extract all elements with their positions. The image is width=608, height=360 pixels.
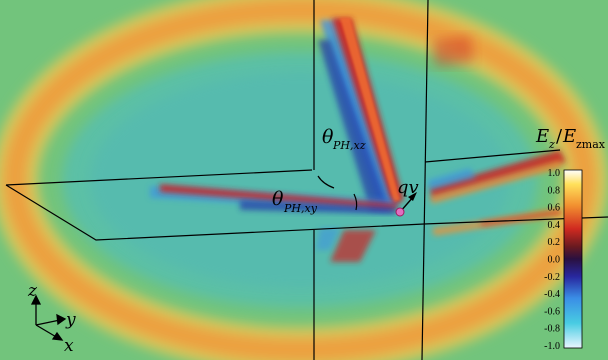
colorbar-tick-label: -0.2: [544, 272, 560, 283]
colorbar-tick-label: 0.8: [548, 185, 561, 196]
x-axis-arrow: [51, 331, 64, 341]
axis-label-y: y: [65, 310, 76, 330]
theta-xy-symbol: θ: [272, 188, 284, 210]
colorbar-tick-label: 0.4: [548, 220, 561, 231]
cone-xz-upper: [318, 18, 404, 210]
theta-xy-subscript: PH,xy: [283, 202, 318, 215]
xy-plane-edge-back: [5, 169, 313, 186]
theta-xz-subscript: PH,xz: [332, 139, 366, 152]
axis-label-z: z: [27, 281, 38, 301]
colorbar-tick-label: 0.2: [548, 237, 561, 248]
xy-plane-edge-front: [5, 184, 608, 241]
colorbar-gradient: [563, 169, 583, 349]
cone-xy-left: [150, 184, 398, 214]
colorbar-tick-label: -1.0: [544, 341, 560, 352]
theta-xz-arc: [317, 175, 335, 189]
cone-lower-right: [432, 208, 562, 236]
axis-label-x: x: [64, 336, 74, 356]
colorbar-tick-label: 0.0: [548, 255, 561, 266]
colorbar-tick-label: -0.4: [544, 289, 560, 300]
z-axis-arrow: [30, 294, 42, 305]
y-axis-line: [35, 319, 61, 326]
charge-label: qv: [397, 177, 419, 198]
charge-marker: [395, 207, 405, 217]
reference-planes: [5, 0, 608, 360]
y-axis-arrow: [56, 313, 67, 326]
field-label-sep: /: [556, 126, 563, 147]
field-label-leader: [424, 149, 561, 163]
colorbar-tick-label: -0.8: [544, 324, 560, 335]
field-label-sub-z: z: [548, 138, 555, 151]
theta-xz-symbol: θ: [322, 126, 334, 148]
field-label-sub-zmax: zmax: [576, 138, 606, 151]
theta-xy-arc: [353, 193, 358, 211]
colorbar-tick-label: -0.6: [544, 306, 560, 317]
cone-xy-right: [428, 150, 566, 204]
colorbar-tick-label: 1.0: [548, 168, 561, 179]
colorbar-tick-label: 0.6: [548, 203, 561, 214]
colorbar-ticks: 1.0 0.8 0.6 0.4 0.2 0.0 -0.2 -0.4 -0.6 -0.8 -1.0: [544, 168, 560, 352]
field-label-E2: E: [562, 126, 576, 147]
axes-triad: [30, 294, 67, 341]
xz-plane-right-edge: [421, 0, 429, 360]
inner-field-core: [90, 72, 510, 288]
colorbar: 1.0 0.8 0.6 0.4 0.2 0.0 -0.2 -0.4 -0.6 -0.8 -1.0: [544, 168, 583, 352]
charge-velocity-label: qv: [397, 177, 419, 198]
field-label-E: E: [535, 126, 549, 147]
cone-upper-right: [432, 36, 474, 66]
cone-xz-lower: [316, 228, 376, 262]
